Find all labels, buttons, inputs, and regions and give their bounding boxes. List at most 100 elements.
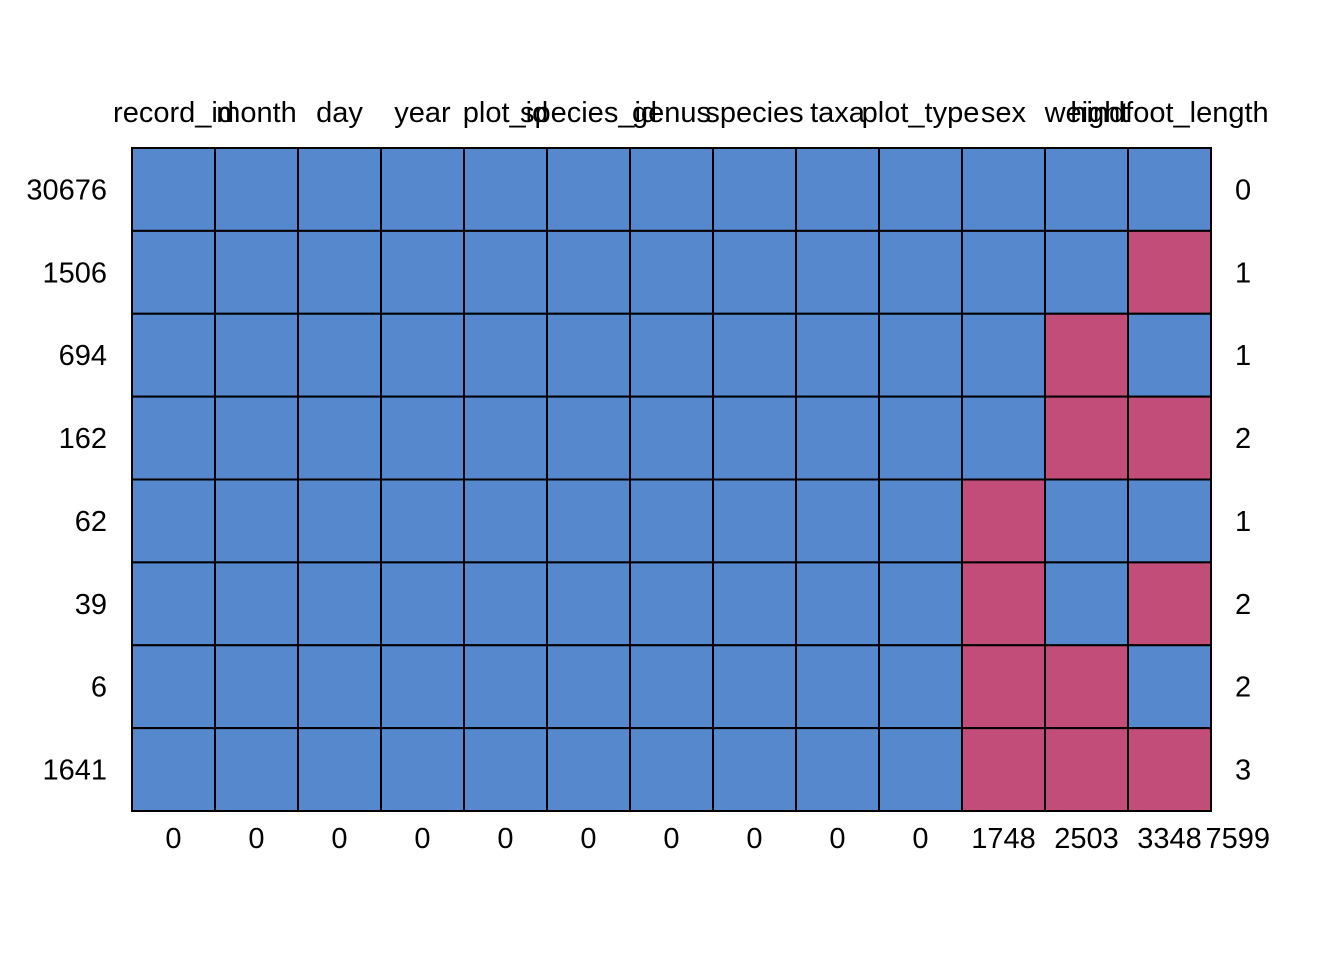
pattern-cell-5-genus [629, 561, 714, 647]
pattern-cell-4-year [380, 478, 465, 564]
pattern-cell-1-hindfoot_length [1127, 229, 1212, 315]
pattern-cell-2-record_id [131, 312, 216, 398]
pattern-cell-7-plot_type [878, 727, 963, 812]
pattern-cell-4-day [297, 478, 382, 564]
pattern-cell-3-plot_id [463, 395, 548, 481]
row-missing-totals: 0 1 1 2 1 2 2 3 [1235, 174, 1251, 786]
pattern-cell-3-plot_type [878, 395, 963, 481]
pattern-cell-1-sex [961, 229, 1046, 315]
pattern-cell-0-taxa [795, 147, 880, 232]
column-label-species: species [705, 97, 803, 129]
pattern-cell-6-species_id [546, 644, 631, 730]
pattern-cell-5-sex [961, 561, 1046, 647]
row-count-labels: 30676 1506 694 162 62 39 6 1641 [26, 174, 107, 786]
row-missing-total: 2 [1235, 672, 1251, 704]
pattern-cell-0-day [297, 147, 382, 232]
pattern-cell-3-day [297, 395, 382, 481]
pattern-cell-5-year [380, 561, 465, 647]
column-label-weight: weight [1044, 97, 1129, 129]
pattern-cell-1-species_id [546, 229, 631, 315]
pattern-cell-1-genus [629, 229, 714, 315]
pattern-cell-2-plot_id [463, 312, 548, 398]
pattern-cell-7-genus [629, 727, 714, 812]
pattern-cell-6-year [380, 644, 465, 730]
pattern-cell-2-species_id [546, 312, 631, 398]
pattern-cell-2-plot_type [878, 312, 963, 398]
pattern-cell-2-genus [629, 312, 714, 398]
row-count-label: 1641 [42, 755, 107, 787]
column-missing-total-sex: 1748 [971, 823, 1036, 855]
pattern-cell-0-weight [1044, 147, 1129, 232]
pattern-cell-4-record_id [131, 478, 216, 564]
pattern-cell-4-hindfoot_length [1127, 478, 1212, 564]
pattern-cell-6-hindfoot_length [1127, 644, 1212, 730]
column-label-record_id: record_id [113, 97, 234, 129]
pattern-cell-2-month [214, 312, 299, 398]
row-count-label: 162 [59, 423, 107, 455]
pattern-cell-6-month [214, 644, 299, 730]
pattern-cell-4-species_id [546, 478, 631, 564]
pattern-cell-6-plot_type [878, 644, 963, 730]
pattern-cell-3-species_id [546, 395, 631, 481]
pattern-cell-3-year [380, 395, 465, 481]
column-missing-total-plot_id: 0 [497, 823, 513, 855]
pattern-cell-4-plot_id [463, 478, 548, 564]
pattern-cell-6-taxa [795, 644, 880, 730]
pattern-cell-3-weight [1044, 395, 1129, 481]
pattern-cell-7-record_id [131, 727, 216, 812]
pattern-grid [131, 147, 1212, 812]
column-missing-total-plot_type: 0 [912, 823, 928, 855]
pattern-cell-4-sex [961, 478, 1046, 564]
column-missing-total-genus: 0 [663, 823, 679, 855]
row-missing-total: 3 [1235, 755, 1251, 787]
pattern-cell-0-hindfoot_length [1127, 147, 1212, 232]
column-label-year: year [394, 97, 451, 129]
column-missing-totals: 7599 0 0 0 0 0 0 0 0 0 0 1748 2503 3348 [165, 823, 1270, 855]
column-missing-total-hindfoot_length: 3348 [1137, 823, 1202, 855]
pattern-cell-7-sex [961, 727, 1046, 812]
column-label-day: day [316, 97, 363, 129]
pattern-cell-4-genus [629, 478, 714, 564]
pattern-cell-0-sex [961, 147, 1046, 232]
column-label-month: month [216, 97, 297, 129]
pattern-cell-1-taxa [795, 229, 880, 315]
row-missing-total: 2 [1235, 589, 1251, 621]
pattern-cell-5-species [712, 561, 797, 647]
pattern-cell-6-plot_id [463, 644, 548, 730]
column-missing-total-taxa: 0 [829, 823, 845, 855]
pattern-cell-3-species [712, 395, 797, 481]
pattern-cell-6-genus [629, 644, 714, 730]
pattern-cell-1-plot_type [878, 229, 963, 315]
column-missing-total-day: 0 [331, 823, 347, 855]
pattern-cell-0-plot_id [463, 147, 548, 232]
pattern-cell-7-month [214, 727, 299, 812]
pattern-cell-3-genus [629, 395, 714, 481]
pattern-cell-1-year [380, 229, 465, 315]
pattern-cell-3-record_id [131, 395, 216, 481]
pattern-cell-6-record_id [131, 644, 216, 730]
pattern-cell-6-weight [1044, 644, 1129, 730]
row-count-label: 39 [75, 589, 107, 621]
pattern-cell-6-sex [961, 644, 1046, 730]
pattern-cell-3-taxa [795, 395, 880, 481]
pattern-cell-1-plot_id [463, 229, 548, 315]
grand-total-missing: 7599 [1205, 823, 1270, 855]
pattern-cell-7-species_id [546, 727, 631, 812]
pattern-cell-4-month [214, 478, 299, 564]
pattern-cell-1-month [214, 229, 299, 315]
pattern-cell-1-weight [1044, 229, 1129, 315]
pattern-cell-7-day [297, 727, 382, 812]
pattern-cell-7-hindfoot_length [1127, 727, 1212, 812]
pattern-cell-1-species [712, 229, 797, 315]
row-missing-total: 2 [1235, 423, 1251, 455]
row-count-label: 30676 [26, 174, 107, 206]
column-label-plot_id: plot_id [463, 97, 548, 129]
pattern-cell-4-plot_type [878, 478, 963, 564]
row-count-label: 62 [75, 506, 107, 538]
pattern-cell-7-taxa [795, 727, 880, 812]
column-missing-total-year: 0 [414, 823, 430, 855]
column-missing-total-month: 0 [248, 823, 264, 855]
pattern-cell-5-plot_type [878, 561, 963, 647]
